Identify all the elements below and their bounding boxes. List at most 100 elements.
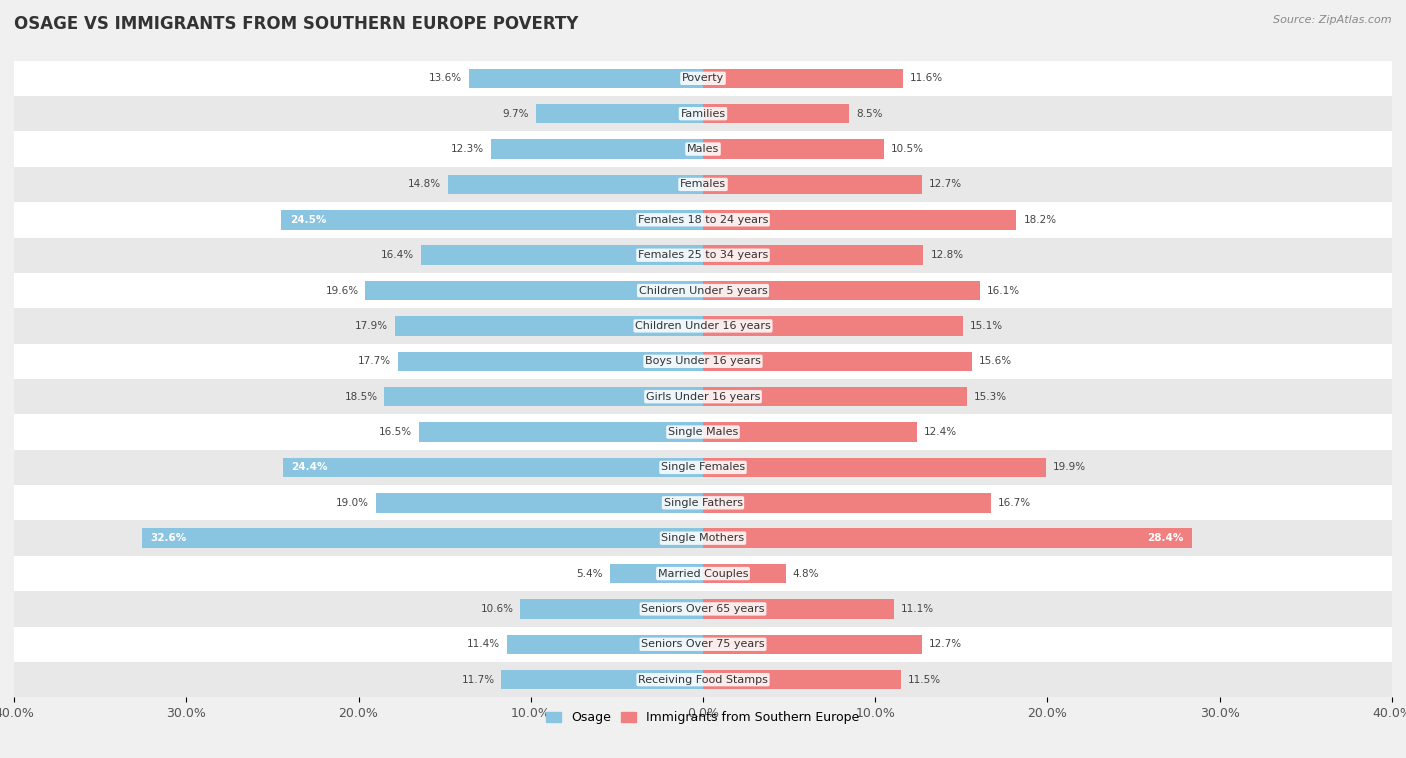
Text: 13.6%: 13.6% (429, 74, 461, 83)
Text: Females 25 to 34 years: Females 25 to 34 years (638, 250, 768, 260)
Text: Children Under 5 years: Children Under 5 years (638, 286, 768, 296)
Text: 17.9%: 17.9% (354, 321, 388, 331)
Bar (14, 521, 1392, 556)
Bar (703, 422, 917, 442)
Bar (14, 167, 1392, 202)
Text: 15.3%: 15.3% (973, 392, 1007, 402)
Bar (14, 309, 1392, 343)
Bar (536, 104, 703, 124)
Text: 5.4%: 5.4% (576, 568, 603, 578)
Bar (14, 273, 1392, 309)
Bar (14, 662, 1392, 697)
Bar (281, 210, 703, 230)
Text: 10.6%: 10.6% (481, 604, 513, 614)
Bar (449, 175, 703, 194)
Bar (703, 670, 901, 690)
Bar (14, 237, 1392, 273)
Bar (14, 379, 1392, 415)
Bar (14, 131, 1392, 167)
Text: Males: Males (688, 144, 718, 154)
Text: 11.6%: 11.6% (910, 74, 943, 83)
Bar (14, 591, 1392, 627)
Text: 9.7%: 9.7% (502, 108, 529, 119)
Text: 12.4%: 12.4% (924, 427, 956, 437)
Text: Girls Under 16 years: Girls Under 16 years (645, 392, 761, 402)
Bar (419, 422, 703, 442)
Bar (491, 139, 703, 159)
Text: Poverty: Poverty (682, 74, 724, 83)
Bar (142, 528, 703, 548)
Bar (14, 556, 1392, 591)
Text: Single Females: Single Females (661, 462, 745, 472)
Text: 12.3%: 12.3% (451, 144, 484, 154)
Text: 18.5%: 18.5% (344, 392, 377, 402)
Bar (703, 210, 1017, 230)
Text: 10.5%: 10.5% (891, 144, 924, 154)
Text: Females 18 to 24 years: Females 18 to 24 years (638, 215, 768, 225)
Bar (14, 627, 1392, 662)
Text: Boys Under 16 years: Boys Under 16 years (645, 356, 761, 366)
Text: Married Couples: Married Couples (658, 568, 748, 578)
Bar (703, 600, 894, 619)
Bar (14, 485, 1392, 521)
Text: Families: Families (681, 108, 725, 119)
Text: 17.7%: 17.7% (359, 356, 391, 366)
Text: Source: ZipAtlas.com: Source: ZipAtlas.com (1274, 15, 1392, 25)
Text: Seniors Over 75 years: Seniors Over 75 years (641, 639, 765, 650)
Text: 12.7%: 12.7% (928, 180, 962, 190)
Text: 11.1%: 11.1% (901, 604, 934, 614)
Text: 11.7%: 11.7% (461, 675, 495, 684)
Bar (14, 202, 1392, 237)
Bar (384, 387, 703, 406)
Text: 24.4%: 24.4% (291, 462, 328, 472)
Bar (468, 69, 703, 88)
Text: 19.0%: 19.0% (336, 498, 368, 508)
Text: 16.7%: 16.7% (997, 498, 1031, 508)
Text: 4.8%: 4.8% (793, 568, 820, 578)
Text: OSAGE VS IMMIGRANTS FROM SOUTHERN EUROPE POVERTY: OSAGE VS IMMIGRANTS FROM SOUTHERN EUROPE… (14, 15, 578, 33)
Text: 12.8%: 12.8% (931, 250, 963, 260)
Bar (283, 458, 703, 478)
Text: 19.6%: 19.6% (325, 286, 359, 296)
Bar (703, 69, 903, 88)
Text: 16.5%: 16.5% (378, 427, 412, 437)
Bar (14, 343, 1392, 379)
Text: 15.1%: 15.1% (970, 321, 1002, 331)
Text: 12.7%: 12.7% (928, 639, 962, 650)
Bar (703, 104, 849, 124)
Bar (703, 634, 922, 654)
Bar (520, 600, 703, 619)
Text: Children Under 16 years: Children Under 16 years (636, 321, 770, 331)
Bar (703, 387, 966, 406)
Bar (398, 352, 703, 371)
Bar (502, 670, 703, 690)
Bar (14, 96, 1392, 131)
Text: 16.4%: 16.4% (381, 250, 413, 260)
Bar (703, 139, 884, 159)
Bar (703, 528, 1192, 548)
Bar (14, 415, 1392, 449)
Bar (14, 449, 1392, 485)
Text: Single Males: Single Males (668, 427, 738, 437)
Bar (420, 246, 703, 265)
Text: 32.6%: 32.6% (150, 533, 187, 543)
Text: Single Mothers: Single Mothers (661, 533, 745, 543)
Bar (14, 61, 1392, 96)
Text: Females: Females (681, 180, 725, 190)
Bar (703, 175, 922, 194)
Text: 19.9%: 19.9% (1053, 462, 1085, 472)
Bar (703, 352, 972, 371)
Text: 18.2%: 18.2% (1024, 215, 1056, 225)
Bar (703, 493, 991, 512)
Text: 24.5%: 24.5% (290, 215, 326, 225)
Bar (703, 458, 1046, 478)
Bar (703, 246, 924, 265)
Text: Receiving Food Stamps: Receiving Food Stamps (638, 675, 768, 684)
Text: 11.4%: 11.4% (467, 639, 499, 650)
Text: Seniors Over 65 years: Seniors Over 65 years (641, 604, 765, 614)
Text: 8.5%: 8.5% (856, 108, 883, 119)
Bar (366, 281, 703, 300)
Bar (703, 281, 980, 300)
Text: 11.5%: 11.5% (908, 675, 941, 684)
Bar (610, 564, 703, 584)
